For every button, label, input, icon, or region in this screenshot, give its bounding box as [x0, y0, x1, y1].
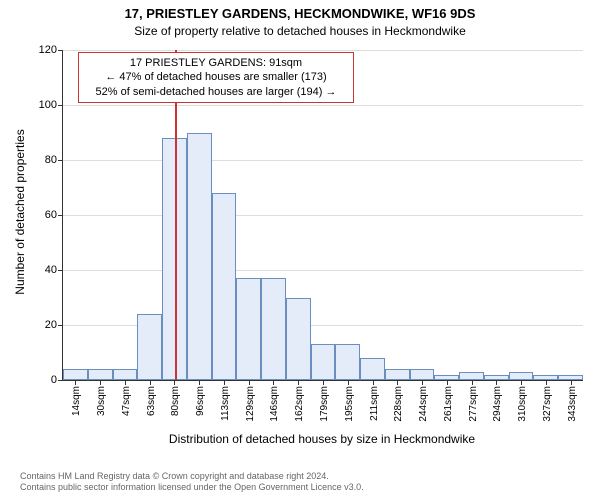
ytick-label: 40: [45, 264, 63, 276]
annotation-line2: ← 47% of detached houses are smaller (17…: [85, 70, 347, 84]
xtick-label: 195sqm: [344, 380, 355, 422]
ytick-label: 80: [45, 154, 63, 166]
histogram-bar: [410, 369, 435, 380]
ytick-label: 100: [39, 99, 63, 111]
grid-line: [63, 105, 583, 106]
xtick-label: 14sqm: [71, 380, 82, 416]
histogram-bar: [509, 372, 534, 380]
xtick-label: 129sqm: [245, 380, 256, 422]
annotation-line3: 52% of semi-detached houses are larger (…: [85, 85, 347, 99]
xtick-label: 244sqm: [418, 380, 429, 422]
xtick-label: 30sqm: [96, 380, 107, 416]
histogram-bar: [88, 369, 113, 380]
histogram-bar: [261, 278, 286, 380]
xtick-label: 96sqm: [195, 380, 206, 416]
histogram-bar: [137, 314, 162, 380]
annotation-line1: 17 PRIESTLEY GARDENS: 91sqm: [85, 56, 347, 70]
xtick-label: 294sqm: [492, 380, 503, 422]
histogram-bar: [385, 369, 410, 380]
histogram-bar: [187, 133, 212, 381]
ytick-label: 0: [51, 374, 63, 386]
ytick-label: 20: [45, 319, 63, 331]
histogram-bar: [311, 344, 336, 380]
ytick-label: 60: [45, 209, 63, 221]
xtick-label: 113sqm: [220, 380, 231, 421]
footer-attribution: Contains HM Land Registry data © Crown c…: [20, 471, 364, 494]
annotation-box: 17 PRIESTLEY GARDENS: 91sqm ← 47% of det…: [78, 52, 354, 103]
x-axis-label: Distribution of detached houses by size …: [62, 432, 582, 446]
histogram-bar: [236, 278, 261, 380]
histogram-bar: [459, 372, 484, 380]
histogram-bar: [360, 358, 385, 380]
xtick-label: 327sqm: [542, 380, 553, 422]
xtick-label: 80sqm: [170, 380, 181, 416]
xtick-label: 211sqm: [369, 380, 380, 421]
histogram-bar: [335, 344, 360, 380]
xtick-label: 343sqm: [567, 380, 578, 422]
histogram-bar: [286, 298, 311, 381]
footer-line1: Contains HM Land Registry data © Crown c…: [20, 471, 364, 483]
grid-line: [63, 215, 583, 216]
grid-line: [63, 160, 583, 161]
xtick-label: 261sqm: [443, 380, 454, 422]
xtick-label: 47sqm: [121, 380, 132, 416]
grid-line: [63, 270, 583, 271]
xtick-label: 277sqm: [468, 380, 479, 422]
xtick-label: 228sqm: [393, 380, 404, 422]
histogram-bar: [113, 369, 138, 380]
xtick-label: 63sqm: [146, 380, 157, 416]
histogram-bar: [63, 369, 88, 380]
xtick-label: 310sqm: [517, 380, 528, 422]
xtick-label: 179sqm: [319, 380, 330, 422]
xtick-label: 162sqm: [294, 380, 305, 422]
ytick-label: 120: [39, 44, 63, 56]
chart-title: 17, PRIESTLEY GARDENS, HECKMONDWIKE, WF1…: [0, 6, 600, 21]
histogram-bar: [212, 193, 237, 380]
chart-container: 17, PRIESTLEY GARDENS, HECKMONDWIKE, WF1…: [0, 0, 600, 500]
y-axis-label: Number of detached properties: [13, 112, 27, 312]
footer-line2: Contains public sector information licen…: [20, 482, 364, 494]
chart-subtitle: Size of property relative to detached ho…: [0, 24, 600, 38]
xtick-label: 146sqm: [269, 380, 280, 422]
grid-line: [63, 50, 583, 51]
